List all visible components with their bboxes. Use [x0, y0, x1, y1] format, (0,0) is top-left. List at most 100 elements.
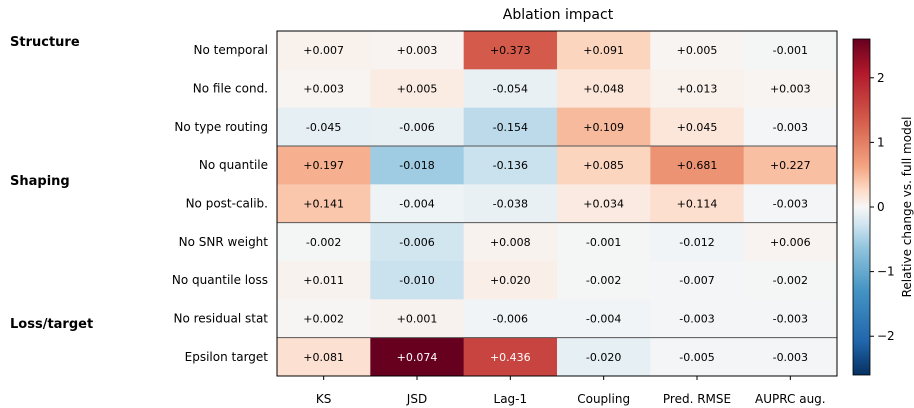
cell-value: -0.006: [399, 121, 434, 134]
cell-value: -0.018: [399, 159, 434, 172]
cell-value: +0.681: [677, 159, 718, 172]
heatmap-cell: [370, 337, 464, 377]
cell-value: -0.045: [306, 121, 341, 134]
group-label: Shaping: [10, 174, 70, 189]
heatmap-cell: [463, 261, 558, 300]
row-label: Epsilon target: [185, 350, 269, 364]
heatmap-cell: [650, 337, 744, 377]
heatmap-cell: [743, 69, 838, 108]
cell-value: +0.114: [677, 198, 718, 211]
heatmap-cell: [277, 261, 371, 300]
heatmap-cell: [277, 146, 371, 185]
cell-value: +0.003: [770, 83, 811, 96]
cell-value: +0.013: [677, 83, 718, 96]
heatmap-cell: [370, 31, 464, 70]
heatmap-cell: [277, 107, 371, 147]
column-label: Pred. RMSE: [663, 392, 731, 406]
column-label: Coupling: [577, 392, 630, 406]
group-label: Loss/target: [10, 317, 93, 332]
heatmap-cell: [557, 261, 651, 300]
heatmap-cell: [370, 299, 464, 338]
heatmap-cell: [743, 222, 838, 262]
heatmap-cell: [463, 222, 558, 262]
heatmap-cell: [277, 69, 371, 108]
column-label: Lag-1: [494, 392, 528, 406]
heatmap-cell: [557, 146, 651, 185]
column-label: AUPRC aug.: [755, 392, 826, 406]
heatmap-cell: [650, 222, 744, 262]
heatmap-cell: [277, 299, 371, 338]
colorbar-tick-label: −2: [877, 329, 895, 343]
row-labels: No temporal No file cond. No type routing N…: [172, 43, 268, 364]
heatmap-cell: [557, 337, 651, 377]
cell-value: +0.045: [677, 121, 718, 134]
heatmap-cell: [463, 299, 558, 338]
heatmap-cell: [743, 146, 838, 185]
row-label: No type routing: [174, 120, 268, 134]
heatmap-cell: [650, 146, 744, 185]
cell-value: -0.003: [773, 198, 808, 211]
row-label: No temporal: [194, 43, 269, 57]
heatmap-cell: [277, 31, 371, 70]
cell-value: -0.054: [493, 83, 528, 96]
cell-value: +0.091: [583, 44, 624, 57]
heatmap-cell: [463, 31, 558, 70]
cell-value: -0.012: [679, 236, 714, 249]
cell-value: +0.003: [303, 83, 344, 96]
row-label: No file cond.: [193, 82, 268, 96]
heatmap-cell: [743, 184, 838, 223]
heatmap-cell: [650, 261, 744, 300]
heatmap-cell: [557, 107, 651, 147]
cell-value: +0.007: [303, 44, 344, 57]
heatmap-cell: [370, 69, 464, 108]
cell-value: -0.001: [773, 44, 808, 57]
cell-value: -0.003: [773, 313, 808, 326]
heatmap-cell: [557, 69, 651, 108]
group-labels: Structure Shaping Loss/target: [10, 35, 93, 332]
heatmap-cell: [743, 107, 838, 147]
cell-value: +0.002: [303, 313, 344, 326]
heatmap-cell: [370, 184, 464, 223]
cell-value: -0.154: [493, 121, 528, 134]
row-label: No quantile: [199, 158, 268, 172]
cell-value: +0.048: [583, 83, 624, 96]
cell-value: +0.085: [583, 159, 624, 172]
colorbar-gradient: [852, 38, 871, 376]
heatmap-cell: [557, 222, 651, 262]
heatmap-cells: +0.007 +0.003 +0.373 +0.091 +0.005 -0.001 +0.0…: [277, 31, 838, 377]
heatmap-cell: [277, 337, 371, 377]
plot-frame: [276, 30, 838, 377]
heatmap-cell: [463, 146, 558, 185]
colorbar-tick-label: 2: [877, 71, 885, 85]
cell-value: +0.197: [303, 159, 344, 172]
heatmap-cell: [650, 299, 744, 338]
column-label: JSD: [406, 392, 427, 406]
cell-value: +0.005: [677, 44, 718, 57]
colorbar-tick-label: 1: [877, 135, 885, 149]
heatmap-cell: [650, 107, 744, 147]
cell-value: -0.002: [306, 236, 341, 249]
heatmap-cell: [743, 261, 838, 300]
cell-value: -0.004: [586, 313, 621, 326]
heatmap-cell: [557, 299, 651, 338]
row-label: No quantile loss: [172, 273, 268, 287]
heatmap-cell: [557, 184, 651, 223]
cell-value: +0.436: [490, 351, 531, 364]
heatmap-cell: [370, 107, 464, 147]
cell-value: +0.081: [303, 351, 344, 364]
cell-value: -0.038: [493, 198, 528, 211]
heatmap-cell: [370, 222, 464, 262]
colorbar-ticks: 2 1 0 −1 −2: [870, 71, 895, 343]
row-label: No post-calib.: [186, 197, 268, 211]
cell-value: -0.020: [586, 351, 621, 364]
cell-value: -0.001: [586, 236, 621, 249]
cell-value: -0.006: [493, 313, 528, 326]
heatmap-cell: [650, 69, 744, 108]
row-label: No SNR weight: [179, 235, 269, 249]
cell-value: -0.005: [679, 351, 714, 364]
cell-value: -0.003: [679, 313, 714, 326]
colorbar-label: Relative change vs. full model: [900, 117, 914, 298]
colorbar-tick-label: 0: [877, 200, 885, 214]
cell-value: +0.227: [770, 159, 811, 172]
